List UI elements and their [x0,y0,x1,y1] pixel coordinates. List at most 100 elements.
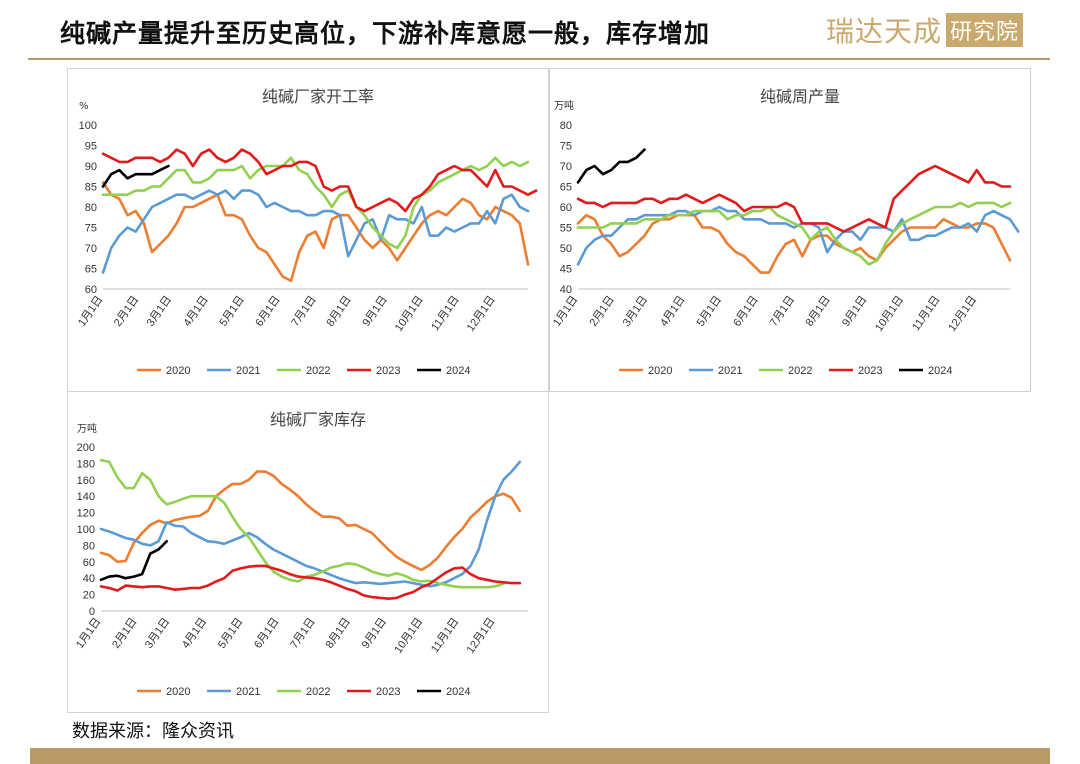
legend-label-2024: 2024 [446,365,470,377]
legend-label-2023: 2023 [858,365,882,377]
x-tick-label: 6月1日 [252,616,281,651]
y-tick-label: 100 [77,524,95,536]
y-tick-label: 180 [77,458,95,470]
chart-title: 纯碱厂家库存 [270,410,366,429]
y-tick-label: 40 [560,284,572,296]
data-source: 数据来源：隆众资讯 [72,721,234,742]
x-tick-label: 5月1日 [216,616,245,651]
y-tick-label: 65 [560,182,572,194]
series-line-2021 [99,460,522,588]
x-tick-label: 4月1日 [181,294,210,329]
y-tick-label: 60 [85,284,97,296]
series-line-2023 [99,564,522,600]
x-tick-label: 1月1日 [551,294,580,329]
y-tick-label: 95 [85,141,97,153]
x-tick-label: 5月1日 [217,294,246,329]
legend-label-2020: 2020 [166,686,190,698]
logo-text: 瑞达天成 [826,15,943,48]
series-line-2024 [576,148,646,184]
legend-label-2021: 2021 [236,686,260,698]
page-title: 纯碱产量提升至历史高位，下游补库意愿一般，库存增加 [60,19,711,48]
x-tick-label: 12月1日 [465,616,498,656]
y-tick-label: 75 [560,141,572,153]
legend-label-2020: 2020 [648,365,672,377]
x-tick-label: 2月1日 [588,294,617,329]
chart-title: 纯碱周产量 [760,87,840,106]
series-line-2021 [101,189,530,274]
y-tick-label: 80 [85,202,97,214]
series-line-2024 [101,164,170,188]
x-tick-label: 9月1日 [360,294,389,329]
series-line-2024 [99,540,168,582]
x-tick-label: 6月1日 [731,294,760,329]
x-tick-label: 3月1日 [143,616,172,651]
x-tick-label: 4月1日 [180,616,209,651]
legend-label-2022: 2022 [788,365,812,377]
series-line-2020 [101,181,530,283]
x-tick-label: 11月1日 [910,294,943,333]
x-tick-label: 8月1日 [804,294,833,329]
y-tick-label: 80 [83,540,95,552]
x-tick-label: 5月1日 [695,294,724,329]
y-tick-label: 80 [560,120,572,132]
x-tick-label: 9月1日 [360,616,389,651]
y-tick-label: 20 [83,590,95,602]
y-tick-label: 200 [77,442,95,454]
x-tick-label: 3月1日 [145,294,174,329]
x-tick-label: 11月1日 [429,616,462,655]
series-line-2020 [576,213,1012,274]
x-tick-label: 2月1日 [112,294,141,329]
series-line-2020 [99,470,522,572]
x-tick-label: 1月1日 [76,294,105,329]
y-tick-label: 70 [85,243,97,255]
title-divider [28,58,1050,60]
series-line-2022 [101,156,530,250]
legend-label-2022: 2022 [306,686,330,698]
y-tick-label: 160 [77,475,95,487]
y-axis-unit: 万吨 [554,99,574,112]
x-tick-label: 11月1日 [429,294,462,333]
x-tick-label: 7月1日 [768,294,797,329]
x-tick-label: 10月1日 [393,294,426,334]
legend-label-2024: 2024 [928,365,952,377]
y-tick-label: 85 [85,182,97,194]
chart-panel-weekly-output: 纯碱周产量 万吨 40 45 50 55 60 65 70 75 80 1月1日 2月1日 3月1日 4月1… [549,68,1031,392]
x-tick-label: 8月1日 [324,616,353,651]
x-tick-label: 10月1日 [392,616,425,656]
series-line-2023 [101,148,538,213]
x-tick-label: 6月1日 [253,294,282,329]
x-tick-label: 8月1日 [324,294,353,329]
operating-rate-chart: 纯碱厂家开工率% 60 65 70 75 80 85 90 95 100 1月1日 2月1日 3月1日 4… [76,87,538,377]
x-tick-label: 2月1日 [110,616,139,651]
logo-box-text: 研究院 [946,13,1024,47]
x-tick-label: 12月1日 [946,294,979,334]
y-tick-label: 140 [77,491,95,503]
y-tick-label: 90 [85,161,97,173]
x-tick-label: 3月1日 [621,294,650,329]
y-tick-label: 100 [79,120,97,132]
legend-label-2022: 2022 [306,365,330,377]
series-line-2022 [99,458,505,589]
x-tick-label: 7月1日 [288,616,317,651]
x-tick-label: 12月1日 [465,294,498,334]
legend-label-2023: 2023 [376,686,400,698]
legend-label-2021: 2021 [718,365,742,377]
y-tick-label: 60 [83,557,95,569]
x-tick-label: 10月1日 [873,294,906,334]
x-tick-label: 7月1日 [289,294,318,329]
y-tick-label: 40 [83,573,95,585]
legend-label-2020: 2020 [166,365,190,377]
y-tick-label: 50 [560,243,572,255]
y-tick-label: 45 [560,264,572,276]
footer-bar [30,748,1050,764]
y-tick-label: 65 [85,264,97,276]
legend-label-2021: 2021 [236,365,260,377]
brand-logo: 瑞达天成 研究院 [826,12,1024,48]
y-tick-label: 0 [89,606,95,618]
x-tick-label: 4月1日 [658,294,687,329]
y-tick-label: 55 [560,223,572,235]
series-line-2023 [576,164,1012,233]
legend-label-2023: 2023 [376,365,400,377]
